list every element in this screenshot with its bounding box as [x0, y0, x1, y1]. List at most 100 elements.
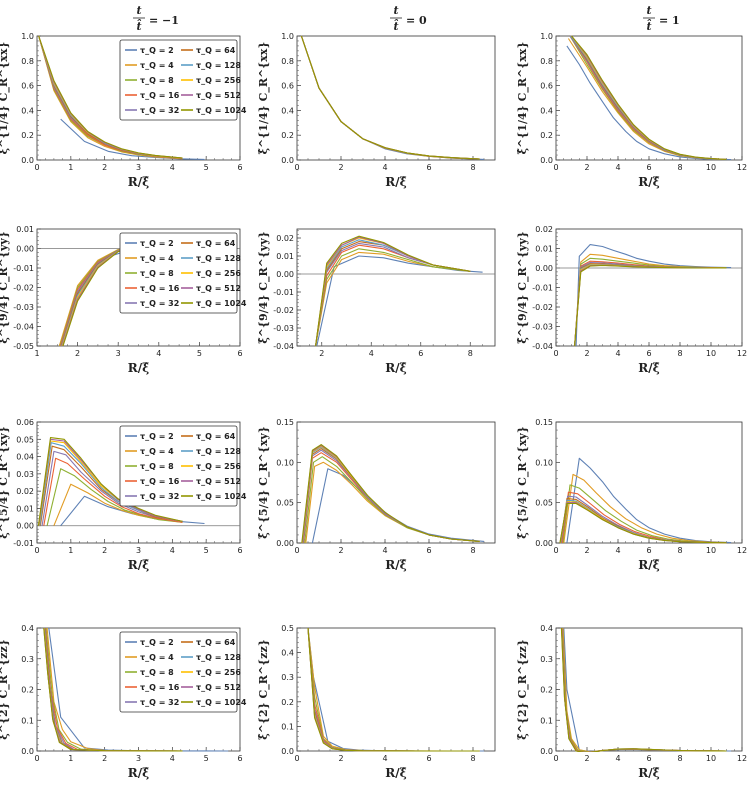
y-tick-label: -0.01 — [13, 539, 34, 548]
column-title-t: t — [646, 4, 651, 17]
x-tick-label: 2 — [338, 546, 343, 555]
series-line-128 — [315, 239, 471, 347]
plot-frame — [555, 228, 743, 347]
x-tick-label: 6 — [418, 349, 423, 358]
panel-r2-c3: 0 2 4 6 8 10 12 -0.04 -0.03 -0.02 -0.01 0.00 0.01 0.0… — [516, 225, 747, 375]
x-tick-label: 4 — [615, 546, 620, 555]
y-tick-label: 0.01 — [16, 504, 34, 513]
y-tick-label: -0.03 — [13, 303, 34, 312]
series-line-1024 — [38, 35, 183, 159]
panel-r1-c1: 0 1 2 3 4 5 6 0.0 0.2 0.4 0.6 0.8 1.0 R/ξ̂ ξ̂^{1/4} C_… — [0, 32, 247, 189]
x-tick-label: 8 — [468, 349, 473, 358]
y-axis-label: ξ̂^{5/4} C_R^{xy} — [257, 426, 271, 539]
y-tick-label: -0.04 — [13, 323, 34, 332]
x-tick-label: 6 — [426, 546, 431, 555]
series-line-512 — [300, 35, 480, 160]
legend-entry: τ_Q = 8 — [140, 668, 174, 677]
x-axis-label: R/ξ̂ — [385, 766, 406, 780]
series-line-1024 — [300, 35, 480, 160]
panel-r3-c1: 0 1 2 3 4 5 6 -0.01 0.00 0.01 0.02 0.03 0.04 0.05 0.06… — [0, 418, 247, 572]
x-tick-label: 1 — [68, 754, 73, 763]
series-line-32 — [569, 35, 727, 160]
series-line-2 — [575, 244, 732, 347]
legend-entry: τ_Q = 32 — [140, 299, 179, 308]
legend-entry: τ_Q = 1024 — [196, 299, 247, 308]
legend-entry: τ_Q = 512 — [196, 477, 241, 486]
series-line-16 — [574, 260, 727, 347]
series-line-1024 — [301, 444, 480, 544]
y-tick-label: 0.04 — [16, 453, 34, 462]
y-tick-label: 1.0 — [281, 32, 294, 41]
y-axis-label: ξ̂^{2} C_R^{zz} — [257, 639, 271, 740]
column-title-value: = 1 — [659, 14, 680, 27]
x-tick-label: 8 — [677, 163, 682, 172]
x-tick-label: 0 — [553, 754, 558, 763]
series-line-8 — [46, 468, 183, 526]
x-axis-label: R/ξ̂ — [385, 175, 406, 189]
y-axis-label: ξ̂^{5/4} C_R^{xy} — [516, 426, 530, 539]
x-tick-label: 6 — [426, 754, 431, 763]
y-tick-label: 0.0 — [21, 747, 34, 756]
legend-entry: τ_Q = 2 — [140, 46, 174, 55]
x-tick-label: 6 — [426, 163, 431, 172]
series-line-2 — [566, 45, 732, 161]
series-line-32 — [302, 449, 480, 544]
x-tick-label: 4 — [170, 163, 175, 172]
legend-entry: τ_Q = 8 — [140, 462, 174, 471]
y-tick-label: 0.05 — [535, 499, 553, 508]
series-line-1024 — [307, 627, 480, 752]
legend-entry: τ_Q = 128 — [196, 254, 241, 263]
series-line-32 — [315, 242, 471, 347]
legend-entry: τ_Q = 16 — [140, 284, 180, 293]
series-line-128 — [574, 263, 727, 347]
x-tick-label: 6 — [646, 754, 651, 763]
x-tick-label: 12 — [737, 163, 747, 172]
x-axis-label: R/ξ̂ — [128, 558, 149, 572]
y-tick-label: 0.01 — [16, 225, 34, 234]
x-tick-label: 0 — [553, 163, 558, 172]
series-line-4 — [562, 627, 727, 752]
legend-entry: τ_Q = 16 — [140, 683, 180, 692]
y-tick-label: 0.2 — [540, 686, 553, 695]
y-tick-label: 0.3 — [21, 655, 34, 664]
series-line-4 — [315, 251, 471, 347]
y-tick-label: 0.3 — [540, 655, 553, 664]
legend-entry: τ_Q = 512 — [196, 91, 241, 100]
x-tick-label: 5 — [204, 754, 209, 763]
column-title-t-hat: t̂ — [136, 19, 141, 33]
x-tick-label: 2 — [102, 163, 107, 172]
legend-entry: τ_Q = 1024 — [196, 698, 247, 707]
x-tick-label: 0 — [553, 546, 558, 555]
legend-entry: τ_Q = 4 — [140, 254, 174, 263]
x-tick-label: 8 — [677, 349, 682, 358]
legend: τ_Q = 2 τ_Q = 4 τ_Q = 8 τ_Q = 16 τ_Q = 32 τ_Q… — [119, 39, 247, 121]
column-title-3: t t̂ = 1 — [643, 4, 680, 33]
series-line-64 — [561, 627, 727, 752]
y-tick-label: 0.8 — [21, 57, 34, 66]
x-tick-label: 2 — [584, 546, 589, 555]
legend-entry: τ_Q = 32 — [140, 106, 179, 115]
legend-entry: τ_Q = 256 — [196, 76, 241, 85]
x-tick-label: 2 — [338, 163, 343, 172]
series-line-8 — [300, 35, 480, 160]
series-line-16 — [561, 627, 727, 752]
plot-frame — [296, 421, 496, 544]
x-tick-label: 4 — [382, 546, 387, 555]
panel-r4-c1: 0 1 2 3 4 5 6 0.0 0.1 0.2 0.3 0.4 R/ξ̂ ξ̂^{2} C_R^{zz… — [0, 624, 247, 780]
column-title-t: t — [136, 4, 141, 17]
x-tick-label: 6 — [237, 349, 242, 358]
y-tick-label: 0.01 — [535, 245, 553, 254]
x-tick-label: 8 — [677, 754, 682, 763]
y-tick-label: 0.2 — [281, 131, 294, 140]
y-tick-label: 0.05 — [276, 499, 294, 508]
y-axis-label: ξ̂^{9/4} C_R^{yy} — [516, 231, 530, 344]
x-tick-label: 0 — [294, 754, 299, 763]
y-axis-label: ξ̂^{2} C_R^{zz} — [516, 639, 530, 740]
x-tick-label: 3 — [116, 349, 121, 358]
plot-frame — [296, 35, 496, 161]
y-axis-label: ξ̂^{5/4} C_R^{xy} — [0, 426, 11, 539]
y-tick-label: 0.3 — [281, 673, 294, 682]
panel-r3-c2: 0 2 4 6 8 0.00 0.05 0.10 0.15 R/ξ̂ ξ̂^{5/4} C_R^{x… — [257, 418, 496, 572]
x-axis-label: R/ξ̂ — [128, 361, 149, 375]
x-tick-label: 10 — [706, 163, 716, 172]
